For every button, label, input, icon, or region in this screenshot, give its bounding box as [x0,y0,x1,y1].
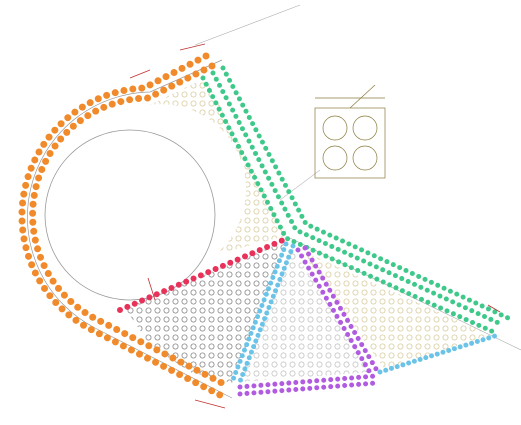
detail-outline [314,107,386,179]
fill-region [125,240,288,383]
detail-pile [322,145,348,171]
pile-row [210,70,506,328]
orange-band [18,52,232,400]
red-band [117,235,291,313]
pile-row [18,52,226,400]
purple-band [237,245,382,397]
fill-region [238,248,372,382]
guide-line [194,4,301,46]
pile-row [237,380,379,397]
pile-row [377,333,498,375]
dimension-line [194,399,226,409]
guide-line [289,237,521,351]
detail-pile [322,115,348,141]
pile-row [236,243,296,387]
fill-region [300,250,490,370]
dimension-line [147,277,156,301]
pile-row [29,62,232,390]
blue-band [229,241,498,387]
pile-row [237,373,379,390]
pile-row [229,241,289,385]
dimension-line [349,84,376,109]
outline [27,59,233,399]
dimension-line [487,304,501,313]
dimension-line [129,69,151,79]
detail-pile [352,145,378,171]
pile-row [220,65,511,321]
fill-region [150,78,288,255]
pile-row [200,75,501,337]
dimension-line [179,43,206,51]
green-band [200,65,511,337]
dimension-marks [129,43,501,409]
detail-pile [352,115,378,141]
shaft-circle [44,129,216,301]
detail-box [314,84,386,179]
leader-line [279,169,321,201]
